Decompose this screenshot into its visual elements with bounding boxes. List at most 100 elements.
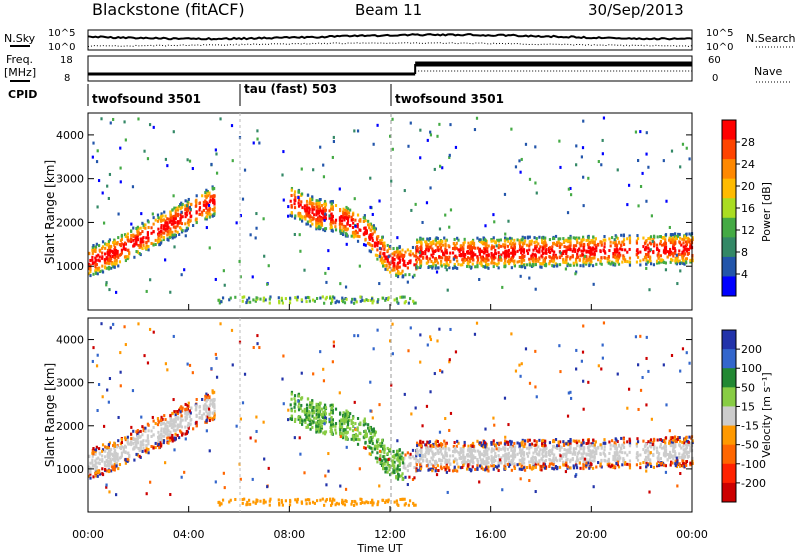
echo-cell (357, 235, 359, 238)
echo-cell (160, 427, 162, 430)
echo-cell (331, 212, 333, 215)
echo-cell (490, 252, 492, 255)
echo-cell (196, 421, 198, 424)
echo-cell (417, 266, 419, 269)
echo-cell (373, 143, 375, 146)
echo-cell (255, 236, 257, 239)
echo-cell (567, 237, 569, 240)
echo-cell (119, 260, 121, 263)
echo-cell (464, 238, 466, 241)
echo-cell (342, 429, 344, 432)
echo-cell (150, 232, 152, 235)
echo-cell (637, 204, 639, 207)
echo-cell (369, 206, 371, 209)
echo-cell (490, 455, 492, 458)
echo-cell (89, 274, 91, 277)
echo-cell (350, 301, 352, 304)
echo-cell (352, 222, 354, 225)
echo-cell (153, 216, 155, 219)
echo-cell (389, 271, 391, 274)
echo-cell (452, 267, 454, 270)
echo-cell (422, 441, 424, 444)
echo-cell (305, 296, 307, 299)
echo-cell (611, 236, 613, 239)
echo-cell (132, 234, 134, 237)
echo-cell (114, 240, 116, 243)
echo-cell (569, 256, 571, 259)
echo-cell (425, 241, 427, 244)
echo-cell (185, 419, 187, 422)
echo-cell (323, 219, 325, 222)
echo-cell (626, 237, 628, 240)
echo-cell (304, 204, 306, 207)
echo-cell (354, 232, 356, 235)
echo-cell (399, 448, 401, 451)
echo-cell (649, 256, 651, 259)
echo-cell (340, 216, 342, 219)
y-tick-label: 1000 (56, 260, 84, 273)
echo-cell (396, 300, 398, 303)
echo-cell (232, 159, 234, 162)
echo-cell (155, 446, 157, 449)
echo-cell (153, 126, 155, 129)
echo-cell (113, 256, 115, 259)
echo-cell (224, 284, 226, 287)
echo-cell (320, 220, 322, 223)
echo-cell (185, 411, 187, 414)
echo-cell (182, 407, 184, 410)
echo-cell (294, 394, 296, 397)
echo-cell (663, 159, 665, 162)
echo-cell (158, 240, 160, 243)
echo-cell (291, 409, 293, 412)
echo-cell (376, 451, 378, 454)
echo-cell (331, 229, 333, 232)
echo-cell (304, 215, 306, 218)
echo-cell (407, 451, 409, 454)
echo-cell (520, 275, 522, 278)
echo-cell (382, 265, 384, 268)
echo-cell (377, 444, 379, 447)
echo-cell (298, 191, 300, 194)
echo-cell (402, 478, 404, 481)
echo-cell (567, 211, 569, 214)
echo-cell (507, 220, 509, 223)
echo-cell (346, 243, 348, 246)
echo-cell (376, 254, 378, 257)
echo-cell (115, 452, 117, 455)
echo-cell (523, 251, 525, 254)
echo-cell (535, 254, 537, 257)
echo-cell (166, 221, 168, 224)
echo-cell (584, 255, 586, 258)
echo-cell (667, 458, 669, 461)
echo-cell (438, 240, 440, 243)
echo-cell (686, 147, 688, 150)
echo-cell (526, 447, 528, 450)
echo-cell (396, 236, 398, 239)
echo-cell (369, 446, 371, 449)
echo-cell (688, 157, 690, 160)
echo-cell (439, 227, 441, 230)
echo-cell (364, 299, 366, 302)
echo-cell (538, 236, 540, 239)
echo-cell (124, 450, 126, 453)
echo-cell (535, 263, 537, 266)
echo-cell (515, 165, 517, 168)
echo-cell (169, 214, 171, 217)
echo-cell (604, 252, 606, 255)
echo-cell (490, 240, 492, 243)
echo-cell (144, 223, 146, 226)
echo-cell (201, 194, 203, 197)
echo-cell (349, 209, 351, 212)
echo-cell (182, 229, 184, 232)
echo-cell (679, 233, 681, 236)
nsearch-label: N.Search (746, 32, 796, 45)
echo-cell (294, 206, 296, 209)
echo-cell (521, 265, 523, 268)
echo-cell (167, 429, 169, 432)
echo-cell (396, 247, 398, 250)
echo-cell (578, 237, 580, 240)
echo-cell (431, 242, 433, 245)
echo-cell (95, 259, 97, 262)
echo-cell (163, 439, 165, 442)
echo-cell (215, 278, 217, 281)
